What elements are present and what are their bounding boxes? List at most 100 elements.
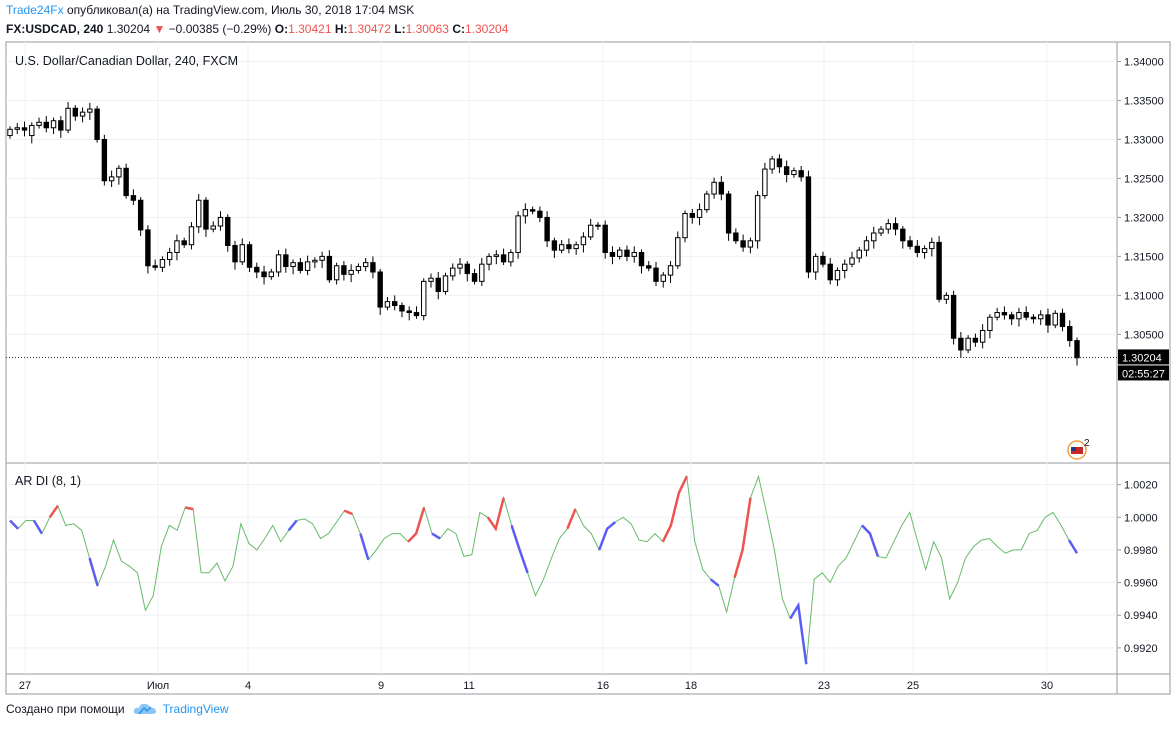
time-tick-label: 16 bbox=[597, 680, 609, 692]
indicator-tick-label: 1.0020 bbox=[1124, 480, 1158, 492]
candle-down bbox=[1023, 312, 1029, 318]
candle-up bbox=[217, 216, 224, 227]
candle-down bbox=[94, 108, 100, 140]
candle-up bbox=[558, 244, 565, 251]
candle-up bbox=[196, 199, 202, 228]
candle-up bbox=[304, 261, 311, 271]
candle-up bbox=[239, 244, 245, 263]
candle-up bbox=[508, 252, 514, 263]
countdown-label: 02:55:27 bbox=[1122, 368, 1165, 380]
candle-down bbox=[377, 271, 383, 308]
candle-down bbox=[892, 223, 899, 230]
candle-down bbox=[1001, 312, 1008, 316]
candle-down bbox=[1067, 326, 1073, 342]
candle-up bbox=[863, 240, 870, 251]
candle-up bbox=[1052, 312, 1058, 326]
time-tick-label: 30 bbox=[1041, 680, 1053, 692]
candle-down bbox=[1059, 312, 1066, 328]
price-tick-label: 1.31000 bbox=[1124, 290, 1164, 302]
close-label: C: bbox=[452, 22, 465, 36]
candle-up bbox=[675, 237, 681, 267]
indicator-down-segment bbox=[9, 519, 19, 530]
candle-up bbox=[965, 337, 971, 351]
price-tick-label: 1.32500 bbox=[1124, 173, 1164, 185]
indicator-tick-label: 0.9960 bbox=[1124, 578, 1158, 590]
price-tick-label: 1.30500 bbox=[1124, 329, 1164, 341]
candle-up bbox=[682, 213, 688, 239]
candle-up bbox=[450, 267, 456, 277]
candle-down bbox=[602, 224, 608, 254]
low-label: L: bbox=[394, 22, 406, 36]
candle-up bbox=[856, 249, 862, 259]
symbol-label[interactable]: FX:USDCAD, 240 bbox=[6, 22, 104, 36]
tradingview-link[interactable]: TradingView bbox=[162, 702, 229, 716]
candle-up bbox=[36, 121, 42, 126]
candle-down bbox=[958, 337, 964, 351]
time-tick-label: 9 bbox=[378, 680, 384, 692]
candle-up bbox=[667, 265, 674, 276]
indicator-up-segment bbox=[661, 475, 688, 543]
candle-down bbox=[529, 209, 536, 212]
candle-down bbox=[907, 240, 913, 247]
indicator-down-segment bbox=[1067, 539, 1079, 554]
candle-up bbox=[762, 168, 768, 197]
indicator-up-segment bbox=[566, 508, 577, 530]
time-tick-label: Июл bbox=[147, 680, 169, 692]
candle-up bbox=[871, 232, 877, 242]
indicator-up-segment bbox=[407, 507, 426, 543]
down-arrow-icon: ▼ bbox=[153, 22, 166, 36]
candle-up bbox=[421, 280, 427, 317]
candle-up bbox=[188, 226, 195, 246]
candle-down bbox=[566, 244, 572, 250]
flag-canton bbox=[1071, 447, 1076, 451]
created-with: Создано при помощи bbox=[6, 702, 125, 716]
low-value: 1.30063 bbox=[405, 22, 449, 36]
indicator-down-segment bbox=[431, 532, 441, 540]
candle-up bbox=[580, 236, 587, 246]
last-price-label-bg bbox=[1118, 349, 1169, 365]
candle-down bbox=[500, 254, 507, 263]
candle-down bbox=[1074, 340, 1080, 359]
candle-up bbox=[159, 259, 166, 268]
candle-down bbox=[1045, 314, 1051, 326]
indicator-up-segment bbox=[343, 509, 353, 516]
candle-up bbox=[14, 127, 20, 130]
candle-up bbox=[457, 263, 463, 269]
candle-down bbox=[820, 255, 826, 265]
candle-down bbox=[972, 337, 979, 343]
time-tick-label: 18 bbox=[685, 680, 697, 692]
candle-down bbox=[43, 121, 49, 129]
candle-down bbox=[137, 199, 144, 231]
candle-up bbox=[573, 244, 579, 250]
candle-up bbox=[921, 248, 928, 254]
candle-up bbox=[704, 193, 710, 211]
candle-up bbox=[479, 263, 485, 282]
candle-down bbox=[399, 305, 405, 312]
cloud-icon bbox=[133, 703, 156, 715]
candle-up bbox=[348, 269, 354, 275]
high-value: 1.30472 bbox=[347, 22, 391, 36]
indicator-tick-label: 0.9940 bbox=[1124, 610, 1158, 622]
candle-up bbox=[515, 215, 521, 253]
author-link[interactable]: Trade24Fx bbox=[6, 3, 64, 17]
time-tick-label: 23 bbox=[818, 680, 830, 692]
price-tick-label: 1.33000 bbox=[1124, 134, 1164, 146]
candle-up bbox=[319, 255, 325, 261]
candle-up bbox=[312, 259, 318, 263]
time-tick-label: 11 bbox=[463, 680, 474, 692]
candle-up bbox=[428, 277, 434, 282]
candle-down bbox=[624, 249, 630, 257]
footer: Создано при помощи TradingView bbox=[6, 702, 229, 716]
candles bbox=[7, 102, 1080, 366]
candle-down bbox=[551, 240, 558, 251]
candle-up bbox=[791, 170, 797, 176]
indicator-tick-label: 1.0000 bbox=[1124, 512, 1158, 524]
candle-down bbox=[1008, 314, 1015, 320]
indicator-up-segment bbox=[486, 497, 505, 532]
candle-down bbox=[544, 216, 550, 242]
ticker-line: FX:USDCAD, 240 1.30204 ▼ −0.00385 (−0.29… bbox=[6, 22, 508, 36]
candle-up bbox=[696, 209, 703, 218]
candle-up bbox=[384, 301, 391, 308]
candle-up bbox=[979, 329, 986, 343]
